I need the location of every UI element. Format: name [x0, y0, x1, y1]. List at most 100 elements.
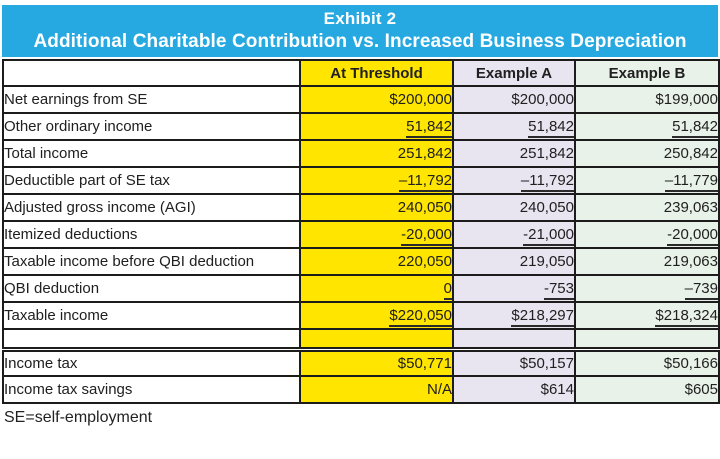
table-row: Net earnings from SE $200,000 $200,000 $199… [2, 85, 720, 114]
row-label: Taxable income [2, 301, 301, 330]
cell-value: $50,166 [663, 354, 718, 372]
row-label: Other ordinary income [2, 112, 301, 141]
cell-value: 251,842 [397, 145, 452, 162]
row-label: Taxable income before QBI deduction [2, 247, 301, 276]
exhibit-table: At Threshold Example A Example B Net earni… [2, 59, 720, 404]
cell-value: 51,842 [528, 118, 573, 138]
cell-value: 220,050 [397, 253, 452, 270]
cell-example_b: 219,063 [574, 247, 720, 276]
cell-value: $199,000 [655, 91, 718, 108]
cell-value: 250,842 [663, 145, 718, 162]
row-label: Income tax savings [2, 375, 301, 404]
table-row: Deductible part of SE tax –11,792 –11,792 –… [2, 166, 720, 195]
table-row: Income tax $50,771 $50,157 $50,166 [2, 348, 720, 377]
row-label-text: Taxable income [4, 307, 109, 324]
cell-value: -20,000 [401, 226, 451, 246]
cell-example_a: 219,050 [452, 247, 576, 276]
cell-value: 240,050 [519, 199, 574, 216]
row-label [2, 328, 301, 352]
column-header-example_b: Example B [574, 59, 720, 87]
table-row: Income tax savings N/A $614 $605 [2, 375, 720, 404]
row-label-text: Itemized deductions [4, 226, 138, 243]
row-label-text: Income tax savings [4, 381, 133, 398]
row-label-text: Taxable income before QBI deduction [4, 253, 255, 270]
cell-example_b: -20,000 [574, 220, 720, 249]
cell-threshold: $200,000 [299, 85, 454, 114]
cell-value: -21,000 [523, 226, 573, 246]
column-header-threshold: At Threshold [299, 59, 454, 87]
footnote: SE=self-employment [4, 409, 153, 426]
row-label-text: Adjusted gross income (AGI) [4, 199, 196, 216]
cell-value: 219,050 [519, 253, 574, 270]
cell-value: $200,000 [511, 91, 574, 108]
spacer-row [2, 328, 720, 352]
cell-value: $218,324 [655, 307, 717, 327]
cell-example_b: 51,842 [574, 112, 720, 141]
cell-example_b [574, 328, 720, 352]
cell-example_b: 239,063 [574, 193, 720, 222]
cell-example_a: $50,157 [452, 348, 576, 377]
cell-value: $614 [540, 381, 574, 398]
row-label: Deductible part of SE tax [2, 166, 301, 195]
row-label: Itemized deductions [2, 220, 301, 249]
row-label: Income tax [2, 348, 301, 377]
cell-value: $218,297 [511, 307, 573, 327]
cell-example_b: 250,842 [574, 139, 720, 168]
row-label-text: Net earnings from SE [4, 91, 148, 108]
cell-value: 251,842 [519, 145, 574, 162]
cell-example_b: –11,779 [574, 166, 720, 195]
cell-example_a [452, 328, 576, 352]
cell-threshold: 220,050 [299, 247, 454, 276]
cell-threshold: -20,000 [299, 220, 454, 249]
exhibit-number: Exhibit 2 [323, 9, 397, 28]
row-label-text: Income tax [4, 354, 78, 372]
column-header-example_a: Example A [452, 59, 576, 87]
cell-value: –739 [684, 280, 717, 300]
cell-example_a: 251,842 [452, 139, 576, 168]
cell-threshold: 0 [299, 274, 454, 303]
cell-value: $605 [684, 381, 718, 398]
column-header-row: At Threshold Example A Example B [2, 59, 720, 87]
row-label-text: QBI deduction [4, 280, 100, 297]
row-label: Net earnings from SE [2, 85, 301, 114]
table-row: Taxable income $220,050 $218,297 $218,324 [2, 301, 720, 330]
cell-example_a: 51,842 [452, 112, 576, 141]
exhibit-title-bar: Exhibit 2 Additional Charitable Contribu… [2, 5, 718, 57]
cell-threshold [299, 328, 454, 352]
cell-example_a: -21,000 [452, 220, 576, 249]
row-label-text: Total income [4, 145, 89, 162]
column-header-blank [2, 59, 301, 87]
cell-threshold: 251,842 [299, 139, 454, 168]
cell-threshold: –11,792 [299, 166, 454, 195]
table-row: Adjusted gross income (AGI) 240,050 240,05… [2, 193, 720, 222]
table-row: Itemized deductions -20,000 -21,000 -20,000 [2, 220, 720, 249]
cell-example_a: 240,050 [452, 193, 576, 222]
cell-value: 219,063 [663, 253, 718, 270]
cell-example_a: –11,792 [452, 166, 576, 195]
cell-value: –11,792 [520, 172, 573, 192]
row-label-text: Deductible part of SE tax [4, 172, 170, 189]
cell-example_b: –739 [574, 274, 720, 303]
cell-value: –11,779 [664, 172, 717, 192]
cell-value: $220,050 [389, 307, 451, 327]
cell-threshold: N/A [299, 375, 454, 404]
row-label: Total income [2, 139, 301, 168]
cell-example_b: $50,166 [574, 348, 720, 377]
cell-value: 51,842 [672, 118, 717, 138]
cell-value: -753 [543, 280, 573, 300]
row-label: QBI deduction [2, 274, 301, 303]
table-row: Taxable income before QBI deduction 220,0… [2, 247, 720, 276]
table-row: QBI deduction 0 -753 –739 [2, 274, 720, 303]
cell-value: –11,792 [398, 172, 451, 192]
cell-value: 240,050 [397, 199, 452, 216]
cell-example_a: $218,297 [452, 301, 576, 330]
cell-value: 0 [443, 280, 451, 300]
cell-value: $50,771 [397, 354, 452, 372]
cell-threshold: $50,771 [299, 348, 454, 377]
exhibit-container: Exhibit 2 Additional Charitable Contribu… [2, 5, 720, 427]
cell-value: N/A [426, 381, 452, 398]
cell-value: $200,000 [389, 91, 452, 108]
cell-example_a: $200,000 [452, 85, 576, 114]
cell-value: 239,063 [663, 199, 718, 216]
cell-threshold: 240,050 [299, 193, 454, 222]
